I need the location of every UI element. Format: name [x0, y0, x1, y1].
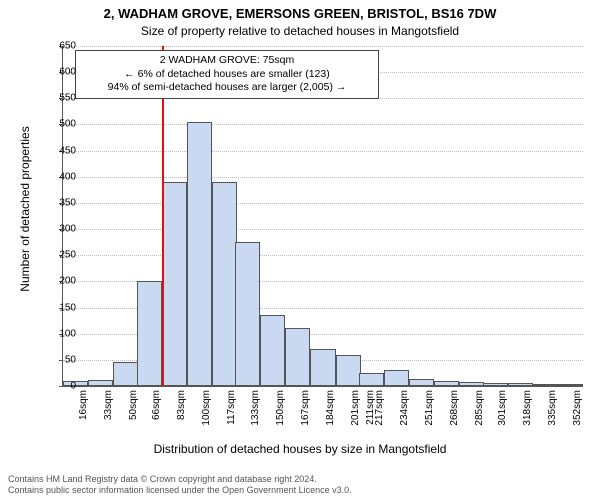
- histogram-bar: [483, 383, 508, 386]
- ytick-label: 500: [42, 119, 76, 130]
- y-axis-label: Number of detached properties: [18, 39, 32, 379]
- histogram-bar: [508, 383, 533, 386]
- histogram-bar: [409, 379, 434, 386]
- ytick-label: 100: [42, 328, 76, 339]
- gridline: [63, 46, 583, 47]
- ytick-label: 150: [42, 302, 76, 313]
- histogram-bar: [88, 380, 113, 386]
- histogram-bar: [162, 182, 187, 386]
- xtick-label: 100sqm: [201, 390, 212, 450]
- histogram-bar: [558, 384, 583, 386]
- chart-title: 2, WADHAM GROVE, EMERSONS GREEN, BRISTOL…: [0, 0, 600, 22]
- gridline: [63, 124, 583, 125]
- xtick-label: 352sqm: [572, 390, 583, 450]
- xtick-label: 184sqm: [325, 390, 336, 450]
- histogram-bar: [285, 328, 310, 386]
- xtick-label: 150sqm: [275, 390, 286, 450]
- xtick-label: 83sqm: [176, 390, 187, 450]
- ytick-label: 450: [42, 145, 76, 156]
- xtick-label: 217sqm: [374, 390, 385, 450]
- xtick-label: 50sqm: [128, 390, 139, 450]
- histogram-bar: [533, 384, 558, 386]
- xtick-label: 117sqm: [226, 390, 237, 450]
- histogram-bar: [137, 281, 162, 386]
- xtick-label: 133sqm: [250, 390, 261, 450]
- ytick-label: 350: [42, 197, 76, 208]
- xtick-label: 285sqm: [474, 390, 485, 450]
- xtick-label: 167sqm: [300, 390, 311, 450]
- xtick-label: 234sqm: [399, 390, 410, 450]
- histogram-bar: [459, 382, 484, 386]
- xtick-label: 335sqm: [547, 390, 558, 450]
- chart-subtitle: Size of property relative to detached ho…: [0, 22, 600, 38]
- gridline: [63, 229, 583, 230]
- ytick-label: 600: [42, 67, 76, 78]
- gridline: [63, 177, 583, 178]
- ytick-label: 200: [42, 276, 76, 287]
- ytick-label: 50: [42, 354, 76, 365]
- histogram-bar: [187, 122, 212, 386]
- xtick-label: 268sqm: [449, 390, 460, 450]
- chart-container: 2, WADHAM GROVE, EMERSONS GREEN, BRISTOL…: [0, 0, 600, 500]
- ytick-label: 300: [42, 224, 76, 235]
- histogram-bar: [113, 362, 138, 386]
- ytick-label: 550: [42, 93, 76, 104]
- annotation-line: ← 6% of detached houses are smaller (123…: [82, 68, 372, 82]
- annotation-line: 2 WADHAM GROVE: 75sqm: [82, 54, 372, 68]
- gridline: [63, 203, 583, 204]
- gridline: [63, 255, 583, 256]
- ytick-label: 250: [42, 250, 76, 261]
- footer-text: Contains HM Land Registry data © Crown c…: [8, 474, 352, 496]
- histogram-bar: [260, 315, 285, 386]
- xtick-label: 33sqm: [103, 390, 114, 450]
- gridline: [63, 151, 583, 152]
- xtick-label: 66sqm: [151, 390, 162, 450]
- annotation-line: 94% of semi-detached houses are larger (…: [82, 81, 372, 95]
- xtick-label: 251sqm: [424, 390, 435, 450]
- xtick-label: 318sqm: [522, 390, 533, 450]
- histogram-bar: [384, 370, 409, 386]
- ytick-label: 400: [42, 171, 76, 182]
- histogram-bar: [336, 355, 361, 386]
- histogram-bar: [359, 373, 384, 386]
- ytick-label: 650: [42, 41, 76, 52]
- xtick-label: 201sqm: [350, 390, 361, 450]
- footer-line: Contains public sector information licen…: [8, 485, 352, 496]
- footer-line: Contains HM Land Registry data © Crown c…: [8, 474, 352, 485]
- ytick-label: 0: [42, 381, 76, 392]
- annotation-box: 2 WADHAM GROVE: 75sqm ← 6% of detached h…: [75, 50, 379, 99]
- histogram-bar: [212, 182, 237, 386]
- xtick-label: 301sqm: [497, 390, 508, 450]
- histogram-bar: [235, 242, 260, 386]
- histogram-bar: [310, 349, 335, 386]
- xtick-label: 16sqm: [78, 390, 89, 450]
- histogram-bar: [434, 381, 459, 386]
